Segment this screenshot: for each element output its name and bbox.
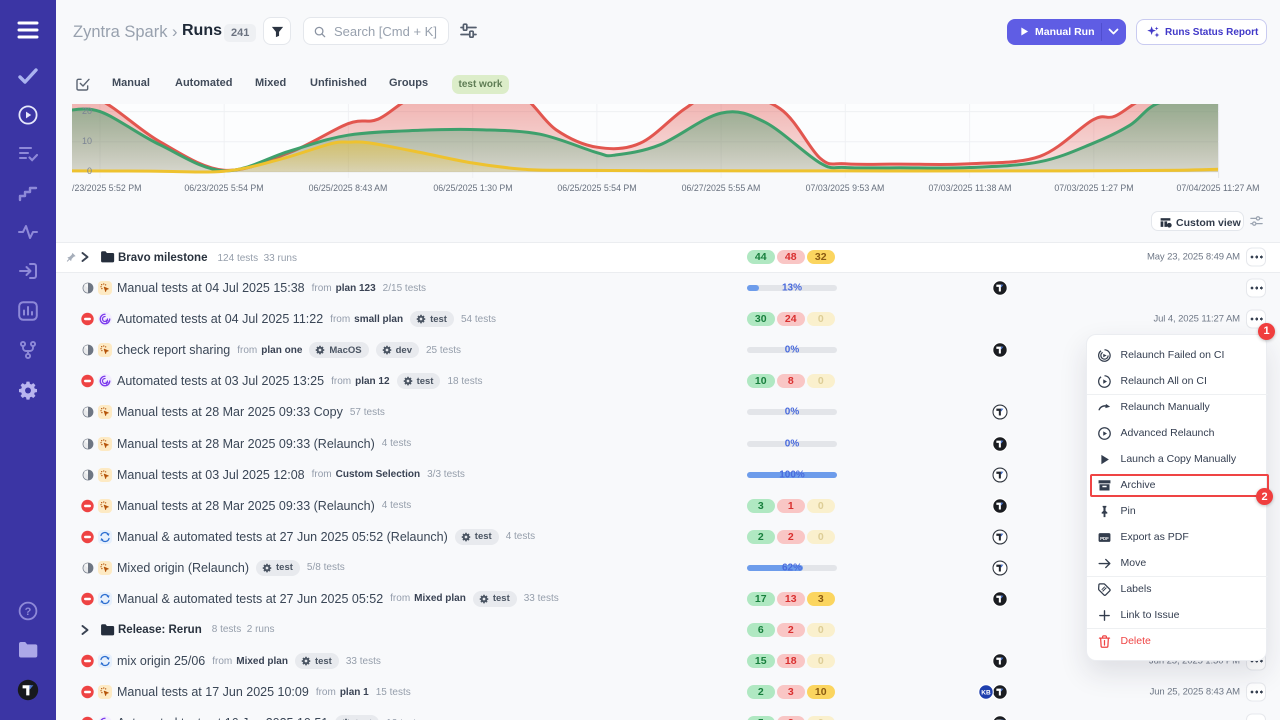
svg-text:?: ? (25, 606, 32, 618)
svg-text:KB: KB (981, 690, 991, 697)
svg-text:PDF: PDF (1100, 536, 1109, 541)
